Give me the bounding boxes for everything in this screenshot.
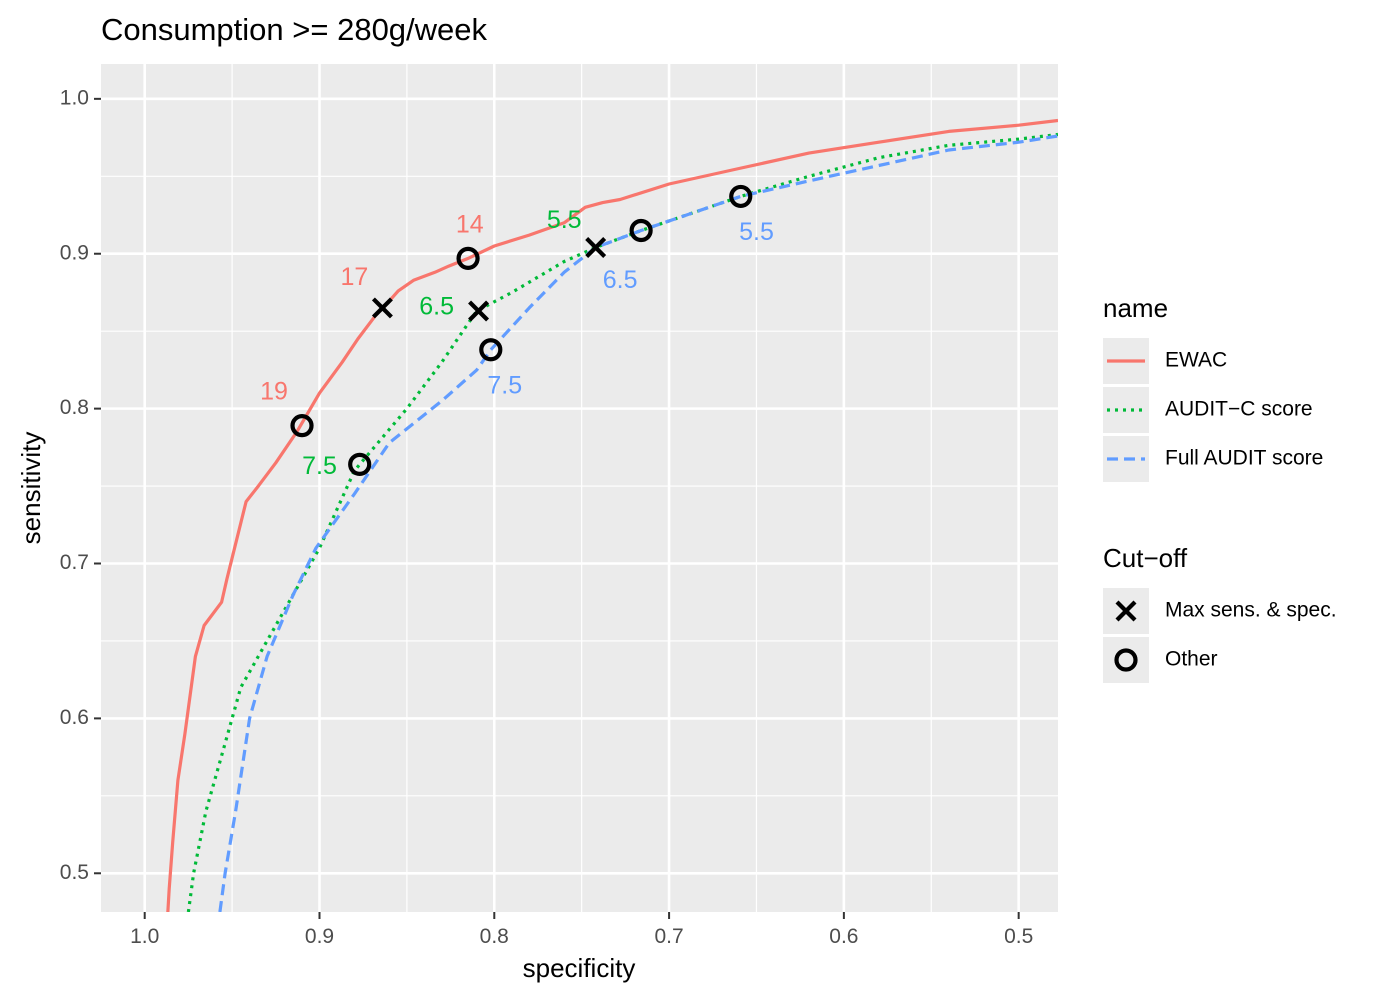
cutoff-label: 7.5 — [487, 372, 522, 400]
series-line-2 — [218, 134, 1058, 912]
y-axis-title: sensitivity — [16, 432, 46, 545]
x-tick-label: 1.0 — [130, 925, 159, 948]
cutoff-label: 6.5 — [419, 293, 454, 321]
legend-title: name — [1103, 293, 1168, 323]
legend-label: EWAC — [1165, 349, 1227, 372]
legend-label: Other — [1165, 648, 1218, 671]
series-line-0 — [166, 118, 1058, 912]
legend-title: Cut−off — [1103, 543, 1188, 573]
y-tick-label: 0.5 — [60, 861, 89, 884]
cutoff-marker-circle — [479, 338, 503, 362]
x-axis-title: specificity — [523, 953, 636, 983]
series-lines — [166, 118, 1058, 912]
x-tick-label: 0.5 — [1004, 925, 1033, 948]
cutoff-marker-cross — [371, 297, 393, 319]
cutoff-marker-circle — [629, 218, 653, 243]
legends: name EWAC AUDIT−C score Full AUDIT score Cut… — [1103, 293, 1337, 683]
cutoff-label: 14 — [456, 210, 484, 238]
cutoff-marker-circle — [348, 452, 372, 476]
cutoff-marker-cross — [585, 237, 607, 259]
legend-label: Full AUDIT score — [1165, 447, 1323, 470]
x-tick-label: 0.9 — [305, 925, 334, 948]
y-tick-label: 0.6 — [60, 706, 89, 729]
cutoff-label: 7.5 — [302, 452, 337, 480]
cutoff-labels: 17 14 19 6.5 5.5 7.5 7.5 6.5 5.5 — [260, 206, 774, 480]
cutoff-label: 5.5 — [547, 206, 582, 234]
legend-label: Max sens. & spec. — [1165, 599, 1337, 622]
cutoff-marker-circle — [456, 246, 480, 270]
y-tick-label: 0.9 — [60, 241, 89, 264]
x-tick-label: 0.8 — [480, 925, 509, 948]
x-tick-label: 0.6 — [829, 925, 858, 948]
legend-key-cross — [1115, 600, 1137, 622]
chart-title: Consumption >= 280g/week — [101, 12, 488, 47]
cutoff-marker-circle — [290, 414, 314, 438]
legend-key-bg — [1103, 637, 1149, 683]
y-tick-label: 1.0 — [60, 86, 89, 109]
cutoff-label: 17 — [341, 263, 369, 291]
legend-key-circle — [1114, 648, 1138, 672]
legend-label: AUDIT−C score — [1165, 398, 1313, 421]
cutoff-marker-cross — [468, 300, 490, 322]
axis-ticks: 1.0 0.9 0.8 0.7 0.6 0.5 0.5 0.6 0.7 0.8 0.9 1.0 — [60, 86, 1033, 948]
legend-1: Cut−off Max sens. & spec. Other — [1103, 543, 1337, 683]
x-tick-label: 0.7 — [654, 925, 683, 948]
cutoff-markers — [290, 184, 753, 476]
cutoff-marker-circle — [729, 184, 753, 209]
y-tick-label: 0.8 — [60, 396, 89, 419]
cutoff-label: 5.5 — [739, 218, 774, 246]
legend-0: name EWAC AUDIT−C score Full AUDIT score — [1103, 293, 1323, 482]
y-tick-label: 0.7 — [60, 551, 89, 574]
plot-panel — [101, 64, 1058, 912]
grid-lines — [101, 64, 1058, 912]
cutoff-label: 6.5 — [603, 266, 638, 294]
cutoff-label: 19 — [260, 378, 288, 406]
